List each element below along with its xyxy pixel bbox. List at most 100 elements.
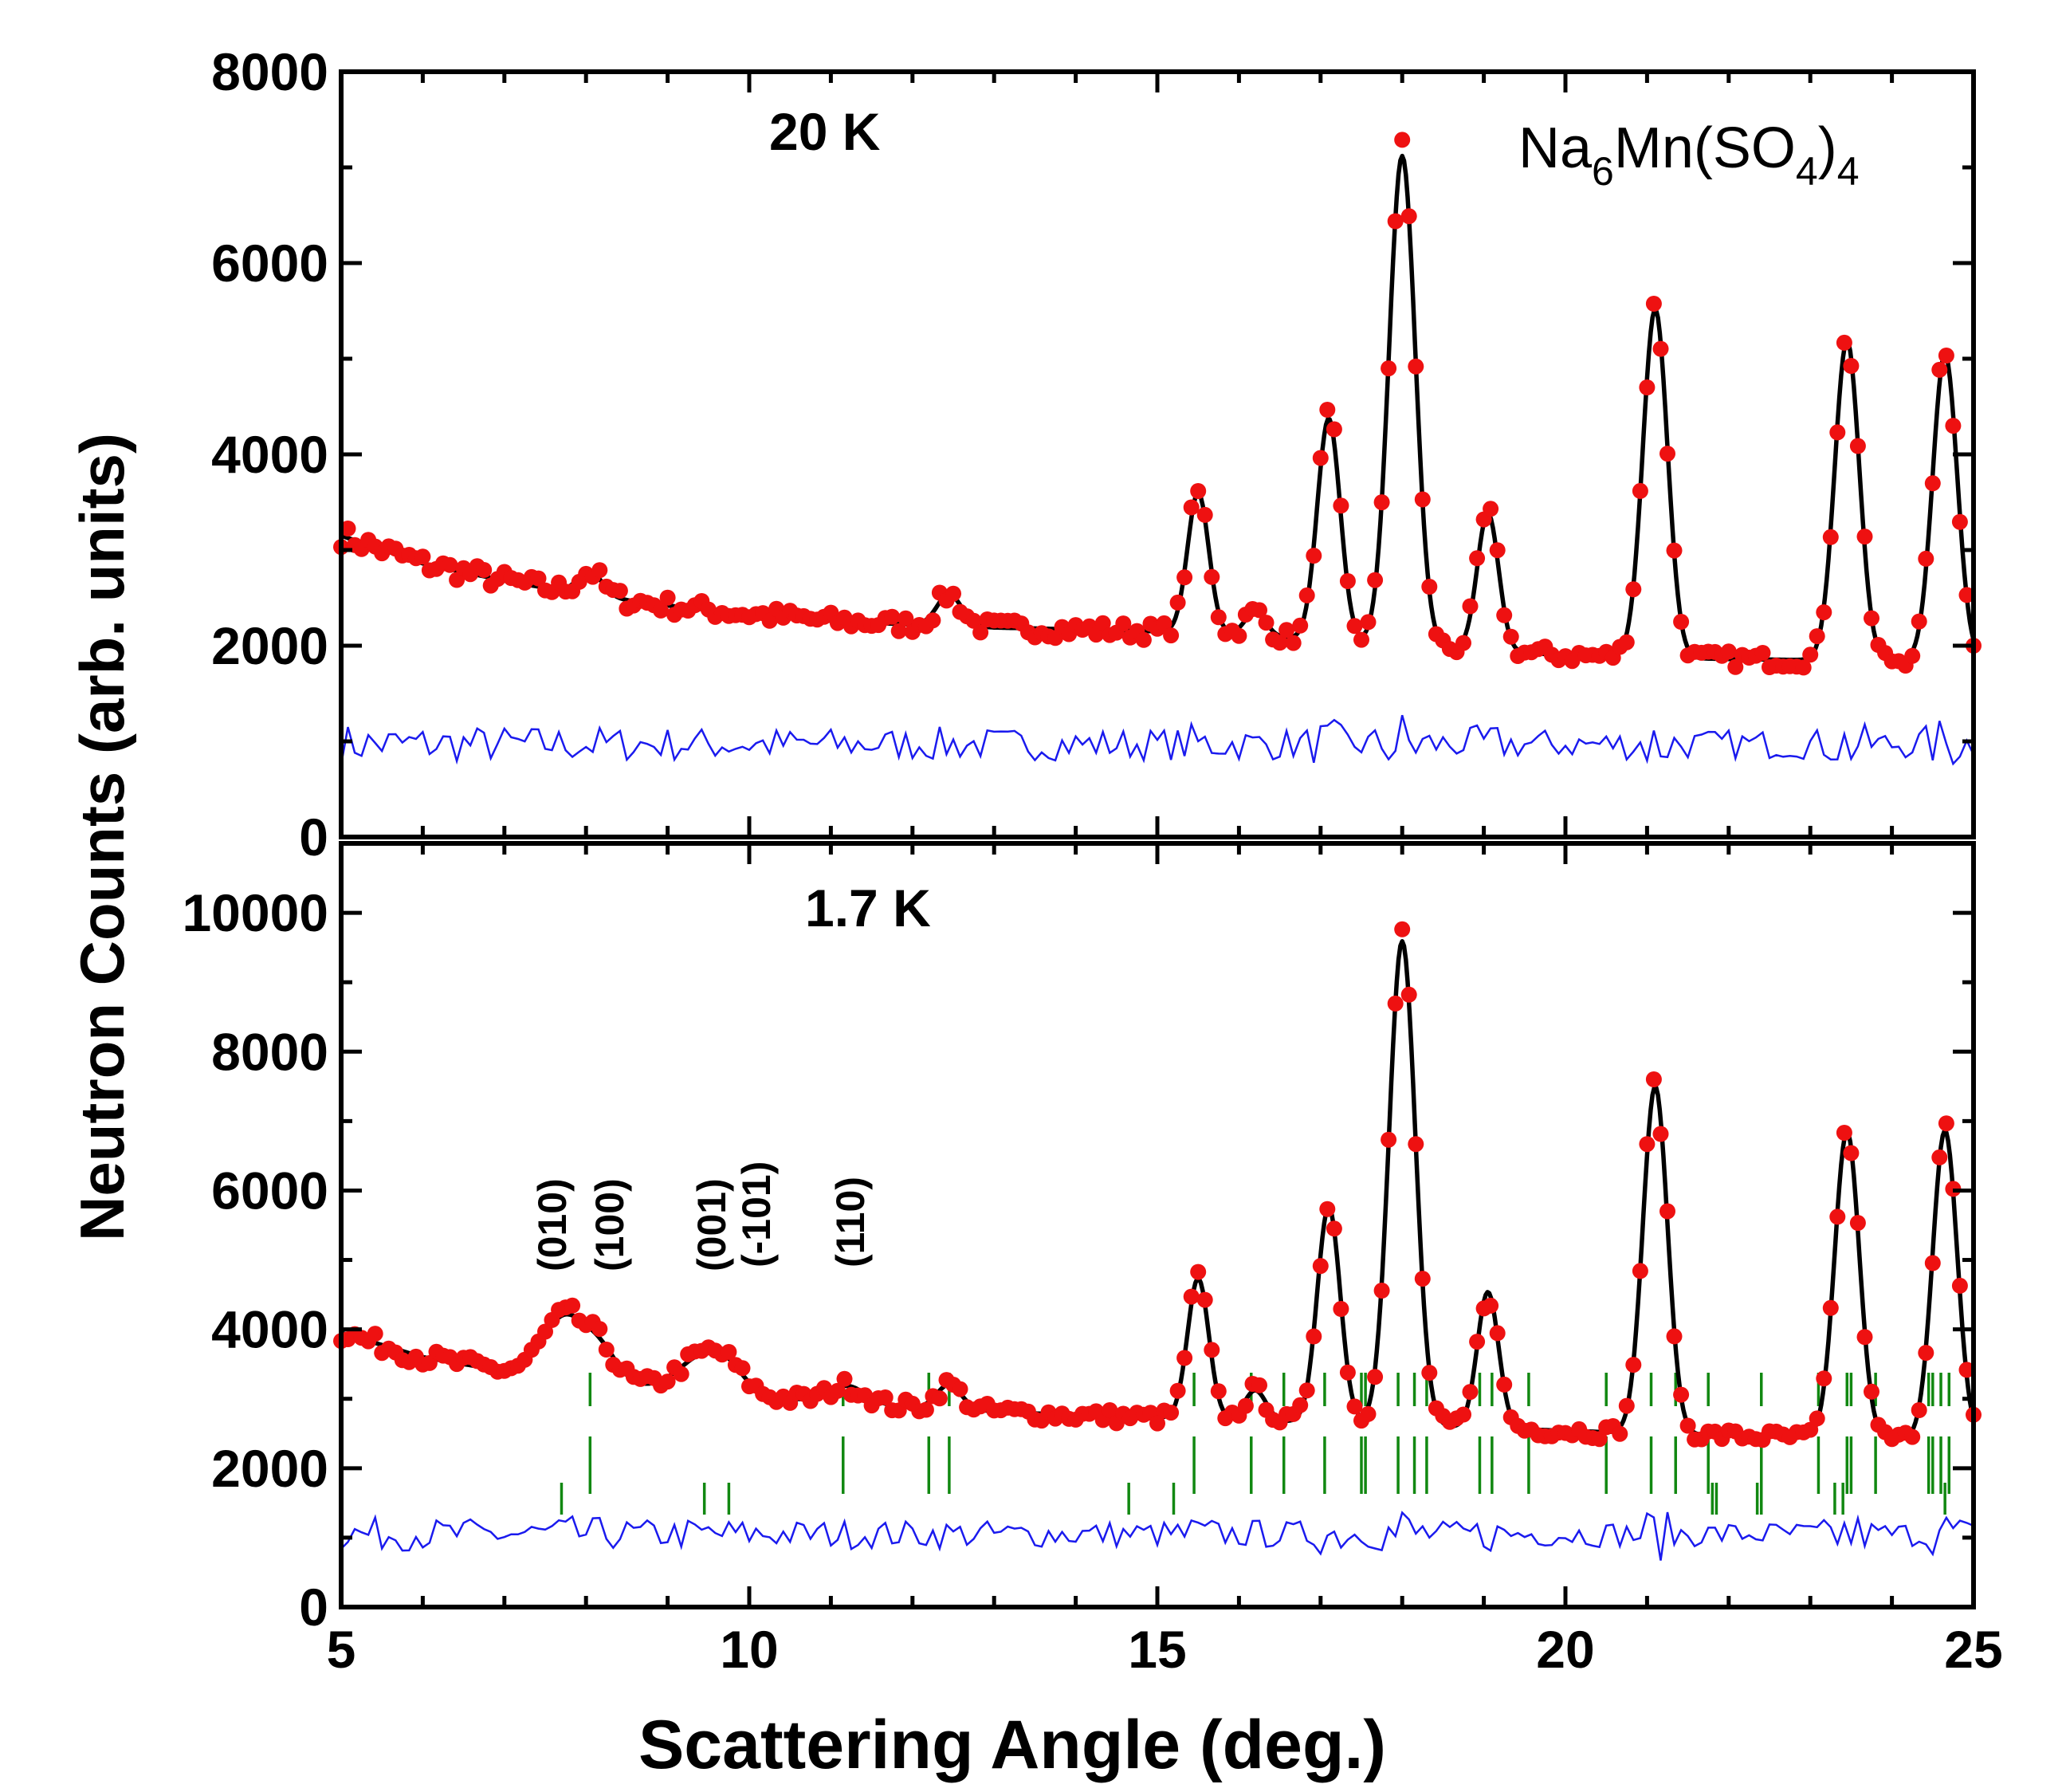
observed-point xyxy=(1618,1397,1635,1414)
observed-point xyxy=(1353,631,1369,648)
observed-point xyxy=(1285,635,1302,651)
observed-point xyxy=(1931,361,1948,378)
observed-point xyxy=(1673,614,1690,630)
observed-point xyxy=(1904,647,1921,664)
observed-point xyxy=(1196,1291,1213,1308)
observed-point xyxy=(1931,1149,1948,1165)
observed-point xyxy=(1612,1425,1628,1442)
observed-point xyxy=(1183,1288,1200,1305)
observed-point xyxy=(1381,1131,1397,1148)
observed-point xyxy=(1822,529,1839,545)
x-tick-label: 5 xyxy=(327,1620,356,1679)
observed-points-1-7k xyxy=(333,921,1982,1448)
observed-point xyxy=(1414,491,1431,508)
observed-point xyxy=(1843,358,1860,374)
observed-point xyxy=(653,602,670,619)
observed-point xyxy=(1251,602,1267,619)
observed-point xyxy=(1183,499,1200,516)
formula-sub-3: 4 xyxy=(1837,149,1860,194)
observed-point xyxy=(1645,1071,1662,1087)
y-tick-label: 0 xyxy=(299,1578,328,1637)
observed-point xyxy=(1339,1364,1356,1381)
observed-point xyxy=(673,1366,689,1382)
observed-point xyxy=(931,1390,948,1407)
observed-point xyxy=(1496,1376,1513,1393)
observed-point xyxy=(1163,627,1180,644)
observed-point xyxy=(1135,631,1152,648)
observed-point xyxy=(1400,208,1417,225)
observed-point xyxy=(1849,1215,1866,1232)
observed-point xyxy=(1421,579,1438,595)
observed-point xyxy=(449,572,465,588)
observed-point xyxy=(1795,659,1812,676)
observed-point xyxy=(917,1401,934,1418)
observed-point xyxy=(1319,402,1336,418)
observed-point xyxy=(1918,550,1934,567)
observed-point xyxy=(1400,986,1417,1003)
observed-point xyxy=(1659,446,1675,462)
reflection-label: (100) xyxy=(587,1178,632,1271)
observed-point xyxy=(1381,360,1397,377)
observed-point xyxy=(1659,1203,1675,1220)
observed-point xyxy=(972,624,989,641)
difference-line xyxy=(340,1511,1974,1561)
observed-point xyxy=(1190,1263,1207,1280)
observed-point xyxy=(1231,627,1247,644)
observed-point xyxy=(1346,1398,1363,1415)
calculated-line xyxy=(340,939,1976,1441)
observed-point xyxy=(1210,1383,1227,1400)
y-tick-label: 0 xyxy=(299,808,328,867)
observed-point xyxy=(1373,494,1390,511)
observed-point xyxy=(1679,1417,1696,1434)
difference-curve-20k xyxy=(340,714,1975,766)
observed-point xyxy=(1639,1136,1656,1153)
formula-sub-2: 4 xyxy=(1796,149,1818,194)
observed-point xyxy=(1864,1383,1879,1400)
observed-point xyxy=(659,589,676,606)
observed-point xyxy=(1958,1362,1975,1378)
observed-point xyxy=(1312,450,1329,466)
y-tick-label: 6000 xyxy=(211,234,328,293)
observed-point xyxy=(1945,418,1962,434)
y-tick-label: 2000 xyxy=(211,1439,328,1498)
observed-point xyxy=(1652,340,1669,357)
observed-point xyxy=(530,570,547,587)
observed-point xyxy=(1373,1283,1390,1299)
observed-point xyxy=(1469,1334,1486,1350)
observed-point xyxy=(1421,1365,1438,1381)
observed-point xyxy=(1816,604,1832,621)
observed-point xyxy=(1469,550,1486,567)
observed-point xyxy=(1666,542,1683,559)
observed-point xyxy=(1251,1377,1267,1393)
observed-point xyxy=(537,1323,553,1340)
panel-1-7k: 0 2000 4000 6000 8000 10000 5 10 15 20 25 (010) (1… xyxy=(182,841,2003,1679)
observed-point xyxy=(1591,1431,1608,1448)
observed-points-20k xyxy=(333,132,1982,676)
observed-point xyxy=(1094,615,1111,631)
y-axis-title: Neutron Counts (arb. units) xyxy=(67,433,137,1241)
observed-point xyxy=(1618,634,1635,650)
observed-point xyxy=(1204,1342,1220,1358)
observed-point xyxy=(1958,587,1975,603)
observed-point xyxy=(1911,1402,1927,1418)
observed-point xyxy=(884,608,901,625)
observed-point xyxy=(1951,1277,1968,1294)
bragg-ticks-1-7k xyxy=(560,1436,1951,1515)
observed-point xyxy=(761,612,778,629)
observed-point xyxy=(1292,617,1309,634)
observed-point xyxy=(1951,513,1968,530)
observed-point xyxy=(414,548,431,565)
y-tick-label: 8000 xyxy=(211,1022,328,1081)
observed-point xyxy=(591,1321,608,1338)
observed-point xyxy=(1856,1329,1873,1346)
observed-point xyxy=(952,1381,968,1397)
observed-point xyxy=(1843,1145,1860,1161)
observed-point xyxy=(1394,132,1411,148)
observed-point xyxy=(367,1326,383,1342)
observed-point xyxy=(1387,995,1404,1012)
observed-point xyxy=(1924,1255,1941,1271)
observed-point xyxy=(1829,1208,1846,1225)
observed-point xyxy=(564,1297,581,1314)
